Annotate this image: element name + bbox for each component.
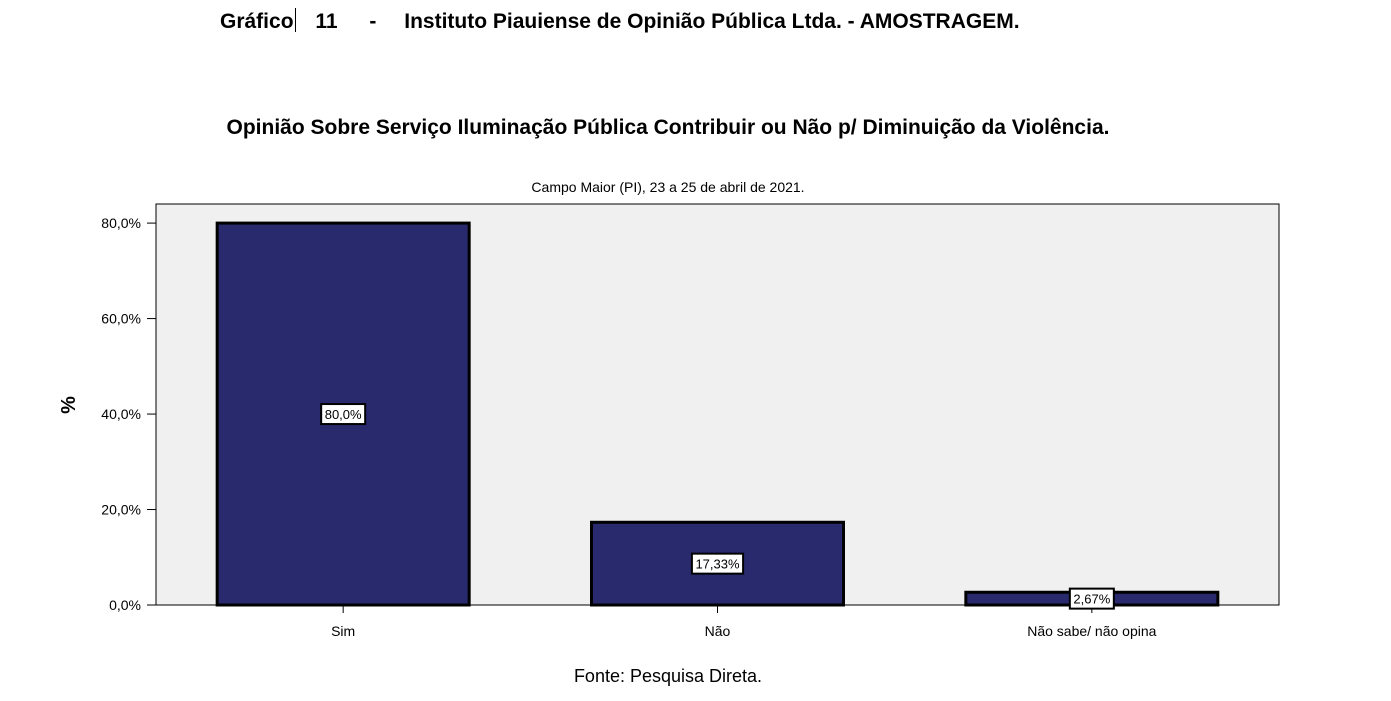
- y-axis-label: %: [58, 396, 80, 414]
- chart-title: Opinião Sobre Serviço Iluminação Pública…: [226, 116, 1110, 139]
- y-tick-label: 60,0%: [101, 311, 141, 327]
- data-label: 17,33%: [695, 557, 740, 572]
- x-axis: Sim Não Não sabe/ não opina: [331, 605, 1157, 639]
- source-note: Fonte: Pesquisa Direta.: [573, 666, 763, 686]
- y-tick-label: 20,0%: [101, 502, 141, 518]
- figure-separator: -: [369, 10, 377, 33]
- figure-number: 11: [315, 10, 338, 33]
- figure-label: Gráfico: [220, 10, 294, 33]
- y-tick-label: 40,0%: [101, 406, 141, 422]
- figure-header: Gráfico 11 - Instituto Piauiense de Opin…: [220, 8, 1020, 34]
- text-cursor: [294, 8, 296, 32]
- y-tick-label: 0,0%: [109, 597, 141, 613]
- x-tick-label: Não: [705, 623, 731, 639]
- data-label-box: [320, 403, 367, 426]
- data-label: 2,67%: [1073, 592, 1110, 607]
- y-axis: 0,0% 20,0% 40,0% 60,0% 80,0%: [101, 215, 156, 613]
- figure-header-text: Instituto Piauiense de Opinião Pública L…: [404, 10, 1020, 33]
- y-tick-label: 80,0%: [101, 215, 141, 231]
- data-labels: 80,0% 17,33% 2,67%: [320, 403, 1115, 610]
- x-tick-label: Sim: [331, 623, 355, 639]
- x-tick-label: Não sabe/ não opina: [1027, 623, 1156, 639]
- data-label: 80,0%: [325, 407, 362, 422]
- data-label-box: [690, 552, 745, 575]
- chart-subtitle: Campo Maior (PI), 23 a 25 de abril de 20…: [531, 179, 805, 195]
- data-label-box: [1068, 587, 1115, 610]
